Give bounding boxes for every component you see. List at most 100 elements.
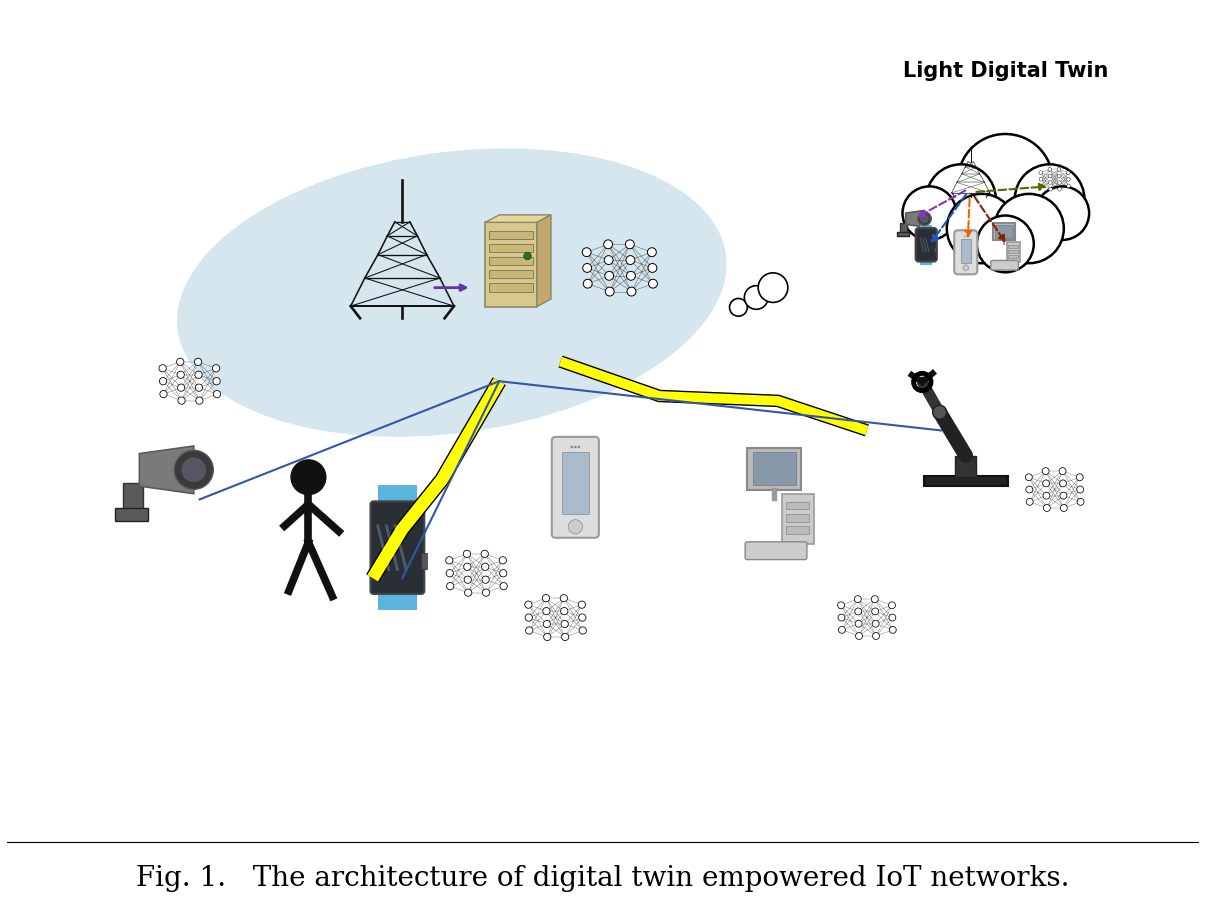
FancyBboxPatch shape: [990, 261, 1018, 270]
Bar: [995, 225, 1013, 238]
Bar: [785, 514, 809, 521]
Circle shape: [178, 397, 186, 404]
Circle shape: [626, 272, 636, 280]
Polygon shape: [485, 215, 551, 222]
Circle shape: [464, 589, 472, 597]
Circle shape: [649, 279, 657, 288]
Bar: [488, 244, 533, 252]
FancyBboxPatch shape: [954, 230, 977, 274]
Circle shape: [626, 240, 634, 249]
Circle shape: [604, 255, 613, 264]
Circle shape: [855, 621, 862, 627]
Circle shape: [855, 633, 862, 640]
Circle shape: [212, 364, 219, 372]
Circle shape: [499, 569, 507, 577]
Circle shape: [1048, 181, 1052, 185]
Circle shape: [446, 569, 453, 577]
Circle shape: [1076, 474, 1083, 481]
Bar: [933, 247, 936, 252]
Circle shape: [871, 596, 878, 602]
Circle shape: [994, 194, 1064, 263]
Circle shape: [1043, 505, 1050, 511]
Circle shape: [195, 371, 203, 378]
Bar: [924, 476, 1007, 486]
FancyBboxPatch shape: [900, 223, 907, 232]
Circle shape: [889, 602, 895, 609]
Circle shape: [1058, 167, 1061, 172]
Bar: [961, 239, 971, 263]
Circle shape: [604, 272, 614, 280]
Circle shape: [560, 595, 568, 602]
Circle shape: [1059, 467, 1066, 475]
Bar: [116, 508, 148, 521]
Circle shape: [176, 358, 183, 365]
Circle shape: [1038, 171, 1043, 174]
Circle shape: [855, 608, 862, 615]
Circle shape: [291, 460, 326, 495]
Circle shape: [838, 626, 845, 633]
Circle shape: [523, 252, 532, 260]
Circle shape: [902, 186, 956, 240]
Circle shape: [648, 263, 657, 273]
Circle shape: [482, 589, 490, 597]
Circle shape: [582, 263, 592, 273]
Circle shape: [744, 285, 768, 309]
Circle shape: [932, 406, 947, 420]
Circle shape: [1025, 474, 1032, 481]
Circle shape: [464, 577, 472, 583]
Circle shape: [1040, 184, 1043, 188]
Polygon shape: [537, 215, 551, 307]
Circle shape: [526, 627, 533, 634]
Circle shape: [446, 556, 453, 564]
Circle shape: [872, 608, 879, 615]
Bar: [1008, 250, 1018, 253]
Circle shape: [578, 445, 580, 448]
Circle shape: [182, 458, 206, 482]
Circle shape: [1066, 177, 1070, 181]
Circle shape: [499, 556, 507, 564]
Circle shape: [759, 273, 788, 302]
Bar: [421, 553, 427, 569]
Circle shape: [159, 364, 166, 372]
Circle shape: [544, 633, 551, 641]
FancyBboxPatch shape: [552, 437, 599, 538]
Circle shape: [579, 614, 586, 621]
Bar: [488, 283, 533, 292]
Circle shape: [889, 626, 896, 633]
Circle shape: [926, 164, 996, 234]
Circle shape: [481, 563, 488, 570]
Circle shape: [873, 633, 879, 640]
Circle shape: [446, 583, 453, 589]
Circle shape: [195, 384, 203, 391]
Circle shape: [1058, 187, 1061, 191]
Circle shape: [1048, 167, 1052, 172]
Circle shape: [1026, 498, 1034, 505]
Bar: [785, 501, 809, 509]
Circle shape: [1066, 171, 1070, 174]
FancyBboxPatch shape: [748, 448, 801, 490]
Bar: [897, 231, 908, 236]
Bar: [562, 453, 589, 514]
Circle shape: [213, 377, 221, 385]
Circle shape: [1060, 492, 1067, 499]
Circle shape: [1077, 498, 1084, 505]
Bar: [785, 526, 809, 533]
Circle shape: [582, 248, 591, 257]
Circle shape: [194, 358, 201, 365]
Circle shape: [648, 248, 656, 257]
Circle shape: [1036, 186, 1089, 240]
Bar: [377, 485, 417, 504]
Circle shape: [578, 601, 585, 609]
FancyBboxPatch shape: [123, 483, 142, 509]
Bar: [920, 225, 932, 231]
Circle shape: [543, 595, 550, 602]
Circle shape: [1077, 486, 1084, 493]
Bar: [488, 257, 533, 265]
Circle shape: [1058, 181, 1061, 185]
Bar: [1008, 245, 1018, 248]
Circle shape: [1043, 492, 1050, 499]
Bar: [488, 230, 533, 240]
Circle shape: [213, 390, 221, 397]
Circle shape: [195, 397, 203, 404]
Circle shape: [977, 216, 1034, 273]
